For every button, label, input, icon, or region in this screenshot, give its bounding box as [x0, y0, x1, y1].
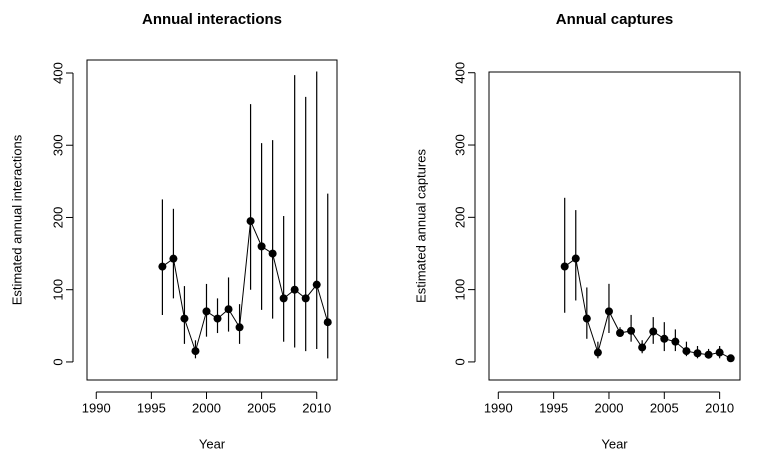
data-point	[169, 254, 178, 263]
data-point	[279, 294, 288, 303]
x-tick-label: 1990	[82, 400, 111, 415]
y-tick-label: 100	[50, 279, 65, 301]
data-point	[682, 347, 691, 356]
series-line	[162, 219, 329, 353]
y-tick-label: 300	[50, 134, 65, 156]
y-axis-label: Estimated annual interactions	[9, 134, 24, 305]
data-point	[202, 307, 211, 316]
data-point	[660, 334, 669, 343]
plot-box	[488, 71, 741, 381]
data-point	[180, 314, 189, 323]
data-point	[560, 262, 569, 271]
data-point	[257, 242, 266, 251]
data-point	[235, 323, 244, 332]
y-tick-label: 200	[50, 207, 65, 229]
x-tick-label: 2000	[595, 400, 624, 415]
data-point	[715, 348, 724, 357]
x-axis-label: Year	[601, 436, 628, 451]
data-point	[604, 307, 613, 316]
y-tick-label: 0	[50, 358, 65, 365]
data-point	[290, 285, 299, 294]
y-tick-label: 0	[452, 358, 467, 365]
data-point	[301, 294, 310, 303]
data-point	[224, 305, 233, 314]
y-tick-label: 100	[452, 279, 467, 301]
data-point	[726, 354, 735, 363]
chart-title: Annual captures	[556, 11, 674, 28]
data-point	[571, 254, 580, 263]
x-tick-label: 1995	[539, 400, 568, 415]
x-tick-label: 1995	[137, 400, 166, 415]
data-point	[671, 337, 680, 346]
y-axis-label: Estimated annual captures	[413, 149, 428, 303]
x-tick-label: 2010	[705, 400, 734, 415]
data-point	[323, 318, 332, 327]
data-point	[649, 327, 658, 336]
x-tick-label: 1990	[484, 400, 513, 415]
data-point	[246, 217, 255, 226]
data-point	[582, 314, 591, 323]
data-point	[268, 249, 277, 258]
data-point	[616, 329, 625, 338]
y-tick-label: 200	[452, 206, 467, 228]
x-tick-label: 2010	[302, 400, 331, 415]
y-tick-label: 400	[452, 62, 467, 84]
series-line	[564, 257, 731, 359]
data-point	[704, 350, 713, 359]
x-axis-label: Year	[199, 436, 226, 451]
data-point	[593, 348, 602, 357]
data-point	[158, 262, 167, 271]
data-point	[693, 349, 702, 358]
data-point	[638, 343, 647, 352]
chart-title: Annual interactions	[142, 11, 282, 28]
data-point	[191, 347, 200, 356]
plot-box	[86, 59, 338, 381]
x-tick-label: 2000	[192, 400, 221, 415]
data-point	[627, 326, 636, 335]
data-point	[213, 314, 222, 323]
y-tick-label: 400	[50, 62, 65, 84]
y-tick-label: 300	[452, 134, 467, 156]
x-tick-label: 2005	[247, 400, 276, 415]
data-point	[312, 280, 321, 289]
x-tick-label: 2005	[650, 400, 679, 415]
